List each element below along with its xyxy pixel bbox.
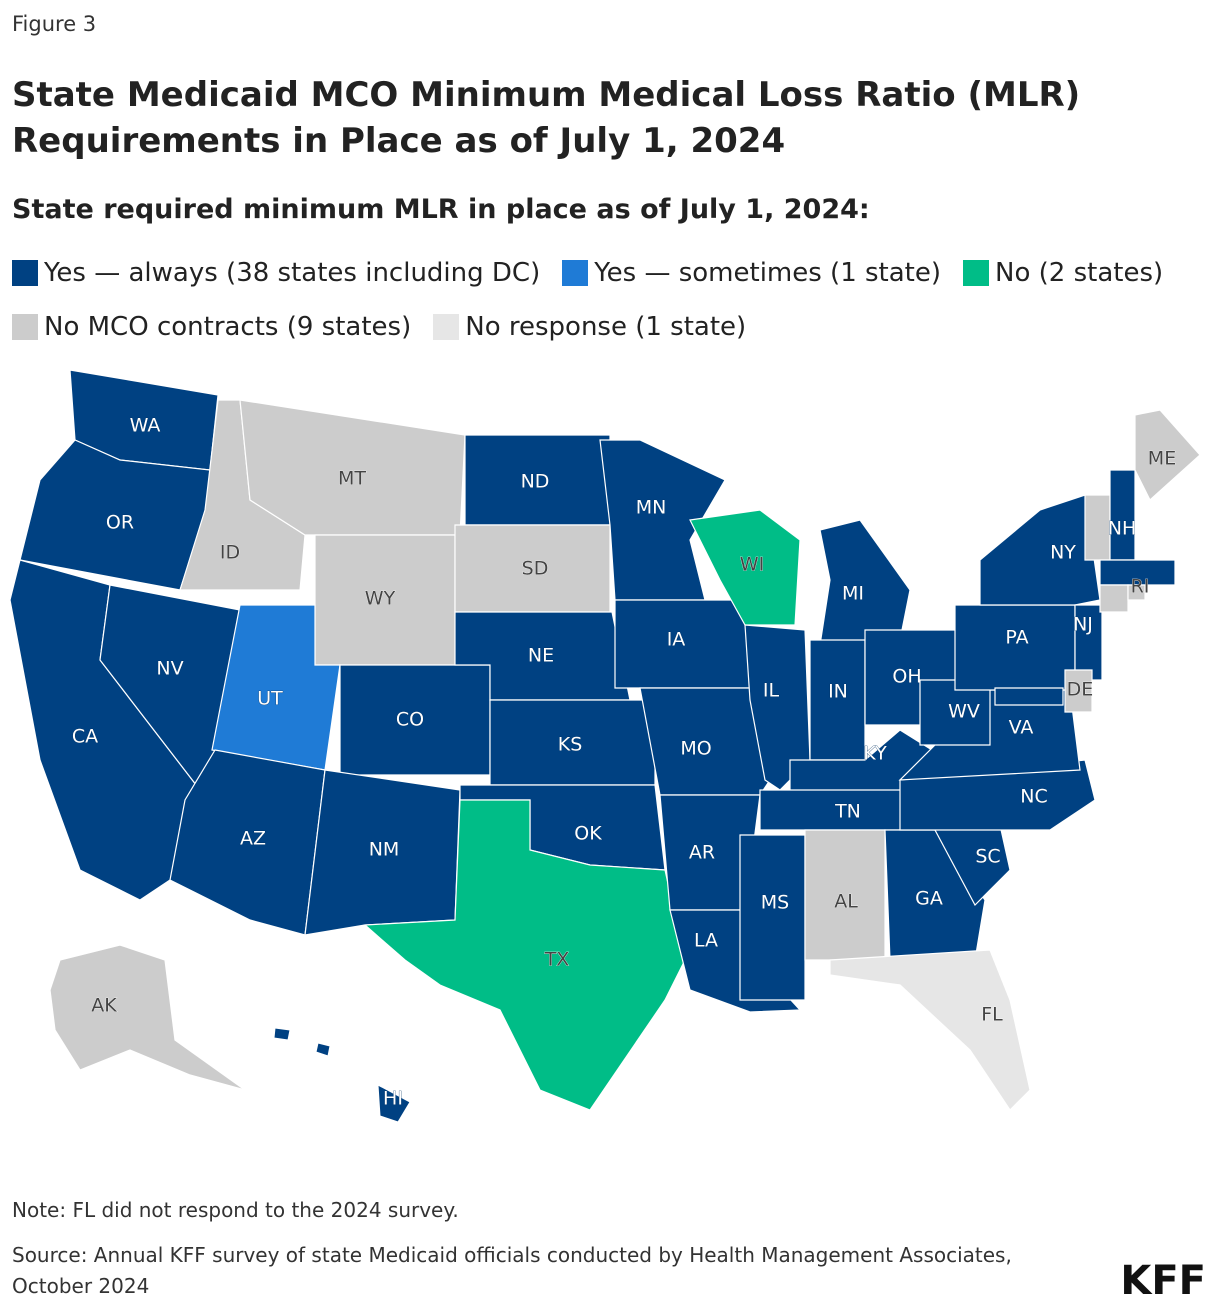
state-label: NJ bbox=[1073, 614, 1093, 636]
state-label: MT bbox=[338, 468, 366, 490]
state-shape bbox=[1099, 584, 1129, 613]
state-shape bbox=[979, 494, 1101, 606]
subtitle: State required minimum MLR in place as o… bbox=[12, 194, 870, 225]
state-label: ME bbox=[1148, 448, 1176, 470]
source: Source: Annual KFF survey of state Medic… bbox=[12, 1243, 1012, 1298]
state-label: VA bbox=[1009, 717, 1034, 739]
state-label: LA bbox=[694, 930, 718, 952]
state-label: MI bbox=[842, 583, 864, 605]
legend-label: No response (1 state) bbox=[465, 312, 747, 342]
state-shape bbox=[599, 439, 726, 601]
state-label: WI bbox=[740, 554, 764, 576]
title: State Medicaid MCO Minimum Medical Loss … bbox=[12, 75, 1081, 161]
state-label: TN bbox=[834, 801, 861, 823]
state-label: FL bbox=[981, 1004, 1003, 1026]
state-shape bbox=[315, 1042, 331, 1057]
state-label: NE bbox=[528, 645, 554, 667]
state-label: CO bbox=[396, 709, 424, 731]
state-shape bbox=[819, 519, 911, 646]
state-shape bbox=[739, 834, 806, 1001]
state-shape bbox=[1127, 584, 1146, 601]
state-label: OR bbox=[106, 512, 134, 534]
legend-swatch bbox=[433, 314, 460, 340]
state-label: AK bbox=[91, 995, 117, 1017]
legend-swatch bbox=[12, 314, 38, 340]
note: Note: FL did not respond to the 2024 sur… bbox=[12, 1198, 459, 1222]
state-label: OK bbox=[574, 823, 602, 845]
state-shape bbox=[1074, 604, 1103, 681]
state-shape bbox=[1084, 494, 1111, 561]
state-label: MS bbox=[761, 892, 789, 914]
map: WA OR CA NV ID MT WY UT CO AZ NM ND SD NE KS OK TX MN IA MO… bbox=[9, 369, 1201, 1123]
state-shape bbox=[273, 1027, 291, 1041]
state-label: KS bbox=[558, 734, 583, 756]
state-shape bbox=[1064, 669, 1093, 713]
legend-swatch bbox=[963, 260, 990, 286]
state-label: WV bbox=[948, 701, 980, 723]
state-label: AZ bbox=[240, 828, 266, 850]
state-label: DE bbox=[1067, 679, 1094, 701]
legend: Yes — always (38 states including DC) Yes… bbox=[12, 246, 1202, 354]
legend-swatch bbox=[562, 260, 589, 286]
state-label: WY bbox=[365, 588, 396, 610]
state-label: SC bbox=[975, 846, 1000, 868]
figure-label: Figure 3 bbox=[12, 12, 97, 36]
state-shape bbox=[639, 687, 771, 796]
state-label: MN bbox=[636, 497, 667, 519]
state-shape bbox=[829, 949, 1031, 1111]
state-label: NH bbox=[1108, 518, 1137, 540]
state-shape bbox=[689, 509, 801, 626]
legend-item: No response (1 state) bbox=[433, 300, 746, 354]
state-label: AL bbox=[834, 891, 858, 913]
legend-item: No (2 states) bbox=[963, 246, 1163, 300]
legend-label: Yes — sometimes (1 state) bbox=[594, 258, 942, 288]
state-label: WA bbox=[130, 415, 161, 437]
logo: KFF bbox=[1120, 1258, 1206, 1304]
legend-item: No MCO contracts (9 states) bbox=[12, 300, 411, 354]
state-label: HI bbox=[383, 1088, 403, 1110]
state-label: NM bbox=[369, 839, 400, 861]
state-shape bbox=[1134, 409, 1201, 501]
state-label: NV bbox=[156, 658, 183, 680]
state-label: MO bbox=[680, 738, 711, 760]
state-label: TX bbox=[544, 949, 570, 971]
state-shape bbox=[377, 1084, 411, 1123]
state-label: ID bbox=[220, 542, 240, 564]
legend-item: Yes — always (38 states including DC) bbox=[12, 246, 540, 300]
legend-label: No MCO contracts (9 states) bbox=[44, 312, 412, 342]
state-label: PA bbox=[1005, 627, 1028, 649]
state-label: NC bbox=[1020, 786, 1047, 808]
state-label: OH bbox=[892, 666, 921, 688]
state-label: RI bbox=[1131, 576, 1150, 598]
state-shape bbox=[1099, 559, 1176, 586]
state-label: IN bbox=[828, 681, 848, 703]
state-label: SD bbox=[522, 558, 549, 580]
legend-swatch bbox=[12, 260, 38, 286]
state-shape bbox=[994, 687, 1064, 706]
state-label: CA bbox=[72, 726, 98, 748]
state-label: ND bbox=[521, 471, 550, 493]
state-label: KY bbox=[863, 743, 887, 765]
state-label: NY bbox=[1050, 542, 1076, 564]
legend-item: Yes — sometimes (1 state) bbox=[562, 246, 941, 300]
legend-label: Yes — always (38 states including DC) bbox=[44, 258, 541, 288]
state-label: GA bbox=[915, 888, 943, 910]
legend-label: No (2 states) bbox=[995, 258, 1164, 288]
state-label: UT bbox=[257, 688, 283, 710]
state-label: AR bbox=[689, 842, 715, 864]
state-shape bbox=[363, 799, 686, 1111]
state-label: IA bbox=[667, 629, 686, 651]
state-label: IL bbox=[763, 680, 780, 702]
state-shape bbox=[1109, 469, 1136, 561]
state-shape bbox=[49, 944, 246, 1091]
